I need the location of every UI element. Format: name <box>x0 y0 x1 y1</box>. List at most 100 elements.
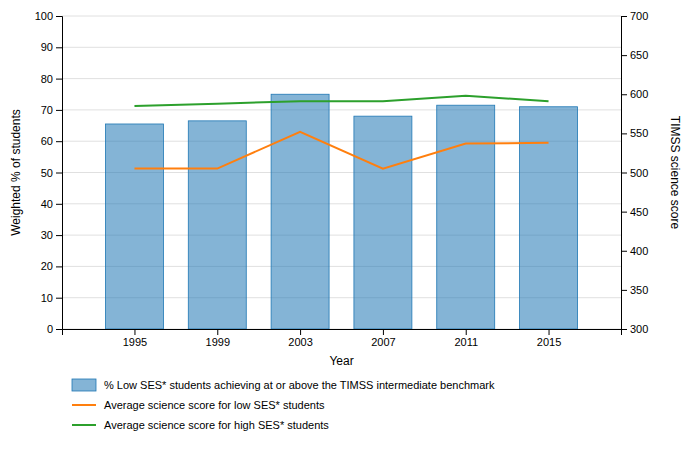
line <box>134 132 548 169</box>
tick-label: 1995 <box>123 336 147 348</box>
bar <box>354 116 412 329</box>
tick-mark <box>383 329 384 335</box>
legend: % Low SES* students achieving at or abov… <box>72 379 495 431</box>
line <box>134 96 548 106</box>
tick-mark <box>56 141 62 142</box>
tick-mark <box>621 251 627 252</box>
tick-label: 60 <box>41 135 53 147</box>
tick-mark <box>621 290 627 291</box>
tick: 2015 <box>537 329 561 348</box>
tick-mark <box>56 173 62 174</box>
tick-label: 80 <box>41 73 53 85</box>
tick: 70 <box>41 104 62 116</box>
tick-mark <box>56 235 62 236</box>
tick: 400 <box>621 245 648 257</box>
x-axis-line <box>63 330 622 336</box>
tick: 30 <box>41 229 62 241</box>
y-axis: 0 10 20 30 40 50 60 70 80 90 100 <box>35 10 63 335</box>
tick-label: 10 <box>41 292 53 304</box>
tick-label: 100 <box>35 10 53 22</box>
legend-item: % Low SES* students achieving at or abov… <box>72 379 495 391</box>
marks <box>105 94 577 329</box>
y-axis-title: Weighted % of students <box>9 109 23 236</box>
tick-mark <box>56 298 62 299</box>
tick: 650 <box>621 49 648 61</box>
bar <box>188 121 246 329</box>
tick-mark <box>56 266 62 267</box>
tick-label: 400 <box>630 245 648 257</box>
tick-mark <box>300 329 301 335</box>
tick: 550 <box>621 127 648 139</box>
bar <box>105 124 163 329</box>
legend-swatch <box>72 379 96 391</box>
tick-mark <box>56 79 62 80</box>
grid-line <box>62 47 621 48</box>
tick: 100 <box>35 10 62 22</box>
tick-label: 70 <box>41 104 53 116</box>
tick: 0 <box>47 323 62 335</box>
tick: 600 <box>621 88 648 100</box>
tick-mark <box>621 16 627 17</box>
tick-label: 30 <box>41 229 53 241</box>
tick-label: 550 <box>630 127 648 139</box>
tick: 50 <box>41 167 62 179</box>
tick-label: 90 <box>41 41 53 53</box>
legend-item: Average science score for low SES* stude… <box>72 399 325 411</box>
y2-axis-title: TIMSS science score <box>668 116 682 230</box>
tick: 1999 <box>206 329 230 348</box>
y2-axis: 300 350 400 450 500 550 600 650 700 <box>621 10 648 335</box>
tick-label: 300 <box>630 323 648 335</box>
y2-axis-line <box>622 17 628 330</box>
tick: 80 <box>41 73 62 85</box>
x-axis-title: Year <box>329 354 353 368</box>
x-axis: 1995 1999 2003 2007 2011 2015 <box>63 329 622 348</box>
grid <box>62 16 621 329</box>
tick-mark <box>466 329 467 335</box>
tick-mark <box>621 173 627 174</box>
tick: 2003 <box>288 329 312 348</box>
tick-label: 600 <box>630 88 648 100</box>
tick-mark <box>621 212 627 213</box>
legend-swatch <box>72 404 96 406</box>
legend-label: Average science score for low SES* stude… <box>104 399 325 411</box>
bar-series <box>105 94 577 329</box>
tick-mark <box>56 110 62 111</box>
legend-label: % Low SES* students achieving at or abov… <box>104 379 495 391</box>
tick: 2007 <box>371 329 395 348</box>
tick-mark <box>56 47 62 48</box>
plot-area: 1995 1999 2003 2007 2011 2015 0 10 20 30 40 50 60 70 8… <box>35 10 649 348</box>
tick-mark <box>217 329 218 335</box>
tick-label: 40 <box>41 198 53 210</box>
tick: 40 <box>41 198 62 210</box>
tick: 450 <box>621 206 648 218</box>
tick-label: 450 <box>630 206 648 218</box>
tick-label: 700 <box>630 10 648 22</box>
tick: 20 <box>41 260 62 272</box>
legend-item: Average science score for high SES* stud… <box>72 419 329 431</box>
grid-line <box>62 16 621 17</box>
tick-label: 650 <box>630 49 648 61</box>
tick: 1995 <box>123 329 147 348</box>
tick: 2011 <box>454 329 478 348</box>
tick: 60 <box>41 135 62 147</box>
tick: 350 <box>621 284 648 296</box>
tick-mark <box>56 16 62 17</box>
tick-mark <box>134 329 135 335</box>
tick-label: 1999 <box>206 336 230 348</box>
bar <box>520 107 578 329</box>
tick-mark <box>621 133 627 134</box>
tick-label: 0 <box>47 323 53 335</box>
tick-mark <box>621 55 627 56</box>
tick-label: 2015 <box>537 336 561 348</box>
tick-label: 20 <box>41 260 53 272</box>
tick-mark <box>621 94 627 95</box>
tick-mark <box>56 204 62 205</box>
tick: 500 <box>621 167 648 179</box>
bar <box>437 105 495 329</box>
y-axis-line <box>56 17 63 330</box>
tick-label: 50 <box>41 167 53 179</box>
tick-mark <box>56 329 62 330</box>
tick: 10 <box>41 292 62 304</box>
tick-label: 2003 <box>288 336 312 348</box>
tick-mark <box>621 329 627 330</box>
